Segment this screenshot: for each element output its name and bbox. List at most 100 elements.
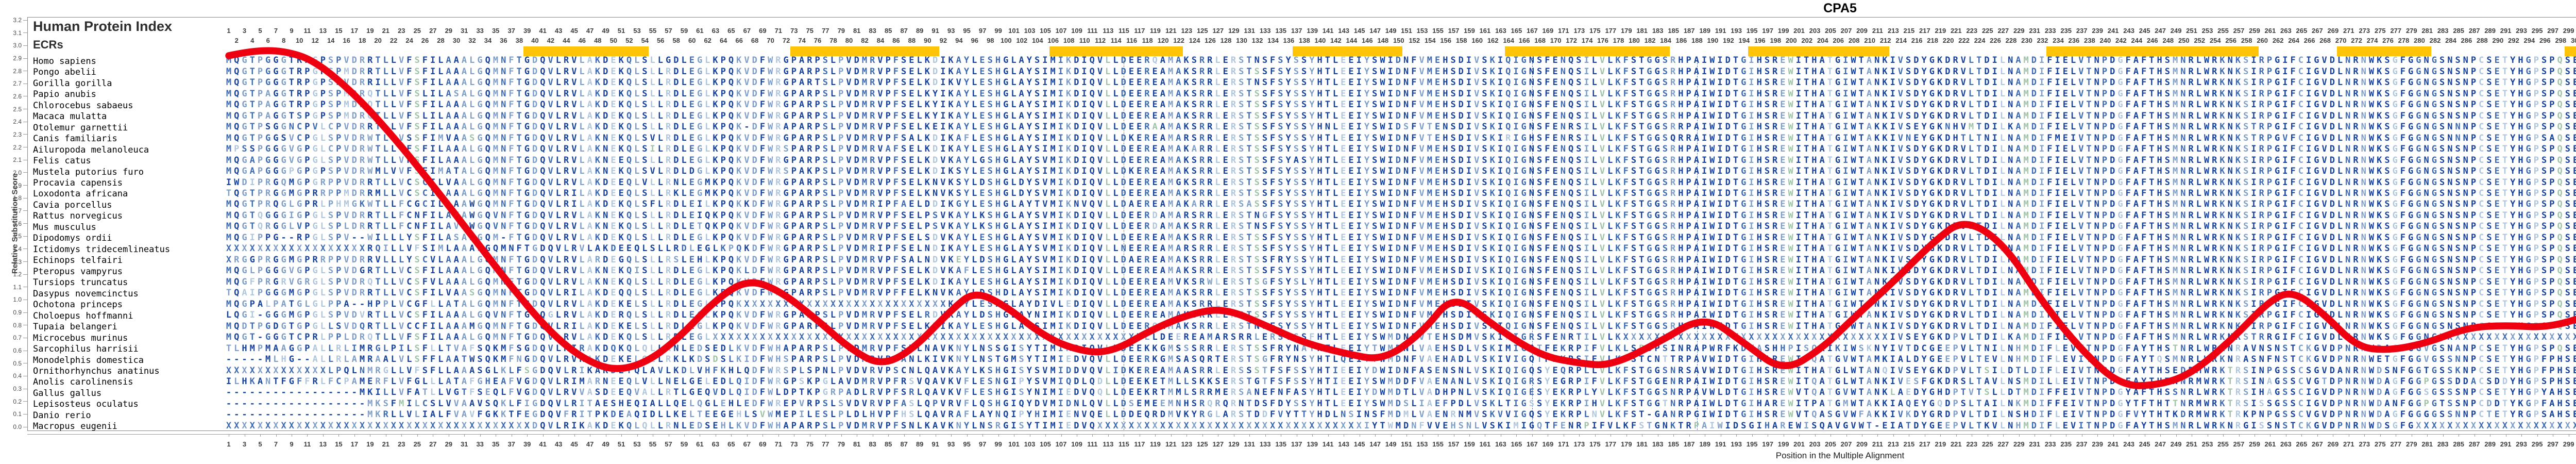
ruler-number: 53 — [633, 440, 641, 448]
ruler-number: 255 — [2217, 27, 2229, 35]
ruler-number: 172 — [1566, 37, 1577, 44]
species-label: Procavia capensis — [33, 178, 123, 188]
x-tick — [1391, 434, 1392, 437]
ruler-number: 190 — [1707, 37, 1719, 44]
ruler-number: 143 — [1338, 27, 1349, 35]
ruler-number: 43 — [554, 440, 563, 448]
y-tick — [23, 185, 27, 186]
ruler-number: 179 — [1620, 440, 1632, 448]
ruler-number: 145 — [1353, 440, 1365, 448]
ruler-number: 187 — [1683, 440, 1695, 448]
ruler-number: 124 — [1189, 37, 1200, 44]
x-tick — [998, 434, 999, 437]
ruler-number: 130 — [1236, 37, 1247, 44]
ruler-number: 17 — [350, 27, 359, 35]
ruler-number: 183 — [1652, 27, 1664, 35]
ruler-number: 259 — [2249, 27, 2260, 35]
y-tick-label: 2.9 — [13, 55, 22, 62]
y-axis-label: Relative Substitution Score — [10, 173, 20, 274]
ruler-number: 64 — [719, 37, 727, 44]
y-tick-label: 0.8 — [13, 321, 22, 329]
x-tick — [1155, 434, 1156, 437]
ruler-number: 115 — [1118, 27, 1129, 35]
ruler-number: 296 — [2539, 37, 2551, 44]
y-tick-label: 1.4 — [13, 245, 22, 253]
x-tick — [762, 434, 764, 437]
ruler-number: 39 — [523, 27, 531, 35]
ruler-number: 107 — [1055, 27, 1067, 35]
x-tick — [637, 434, 638, 437]
x-tick — [276, 434, 277, 437]
y-tick — [23, 210, 27, 211]
plot-border-box — [27, 17, 2576, 431]
ruler-number: 63 — [711, 27, 720, 35]
ruler-number: 206 — [1833, 37, 1844, 44]
ruler-number: 49 — [602, 27, 609, 35]
y-tick-label: 2.2 — [13, 143, 22, 151]
species-label: Choloepus hoffmanni — [33, 310, 133, 321]
ruler-number: 228 — [2005, 37, 2017, 44]
ruler-number: 231 — [2029, 440, 2041, 448]
ruler-number: 35 — [492, 440, 500, 448]
ruler-number: 2 — [234, 37, 239, 44]
ruler-number: 279 — [2405, 27, 2417, 35]
ruler-number: 101 — [1008, 27, 1020, 35]
ruler-number: 150 — [1393, 37, 1404, 44]
page-title: CPA5 — [1823, 1, 1857, 15]
ruler-number: 291 — [2500, 440, 2512, 448]
y-tick — [23, 134, 27, 135]
species-label: Canis familiaris — [33, 134, 117, 144]
ruler-number: 54 — [641, 37, 649, 44]
ruler-number: 297 — [2547, 27, 2558, 35]
ruler-number: 27 — [429, 440, 437, 448]
ruler-number: 87 — [900, 27, 908, 35]
ruler-number: 137 — [1291, 27, 1302, 35]
species-label: Felis catus — [33, 156, 91, 166]
y-tick-label: 1.9 — [13, 181, 22, 189]
ruler-number: 235 — [2060, 440, 2072, 448]
ruler-number: 161 — [1479, 440, 1491, 448]
ruler-number: 6 — [266, 37, 270, 44]
ruler-number: 134 — [1267, 37, 1279, 44]
ruler-number: 77 — [822, 440, 829, 448]
ruler-number: 72 — [782, 37, 790, 44]
ruler-number: 298 — [2555, 37, 2567, 44]
ruler-number: 119 — [1149, 440, 1161, 448]
x-tick — [338, 434, 340, 437]
ruler-number: 187 — [1683, 27, 1695, 35]
ruler-number: 157 — [1448, 440, 1460, 448]
species-label: Tursiops truncatus — [33, 277, 128, 288]
x-tick — [1893, 434, 1894, 437]
y-tick-label: 1.5 — [13, 233, 22, 240]
species-label: Ailuropoda melanoleuca — [33, 144, 149, 155]
ruler-number: 215 — [1903, 27, 1915, 35]
x-tick — [1579, 434, 1580, 437]
ruler-number: 243 — [2123, 440, 2134, 448]
ruler-number: 96 — [971, 37, 979, 44]
y-tick — [23, 45, 27, 46]
ruler-number: 230 — [2021, 37, 2032, 44]
ruler-number: 163 — [1495, 27, 1506, 35]
ruler-number: 57 — [665, 440, 672, 448]
ruler-number: 25 — [413, 440, 421, 448]
species-label: Papio anubis — [33, 89, 96, 100]
ruler-number: 157 — [1448, 27, 1460, 35]
y-tick-label: 0.3 — [13, 385, 22, 392]
ruler-number: 144 — [1346, 37, 1358, 44]
ruler-number: 173 — [1573, 440, 1585, 448]
ruler-number: 112 — [1095, 37, 1106, 44]
ecr-bar — [1504, 46, 1670, 56]
species-label: Gallus gallus — [33, 388, 102, 399]
ruler-number: 274 — [2366, 37, 2378, 44]
x-tick — [747, 434, 748, 437]
ruler-number: 163 — [1495, 440, 1506, 448]
x-tick — [1877, 434, 1878, 437]
ruler-number: 264 — [2288, 37, 2300, 44]
ruler-number: 95 — [963, 27, 971, 35]
ruler-number: 59 — [680, 27, 688, 35]
ruler-number: 83 — [869, 440, 876, 448]
species-label: Pteropus vampyrus — [33, 266, 123, 277]
ruler-number: 80 — [845, 37, 853, 44]
species-label: Dipodomys ordii — [33, 233, 112, 244]
y-tick — [23, 223, 27, 224]
